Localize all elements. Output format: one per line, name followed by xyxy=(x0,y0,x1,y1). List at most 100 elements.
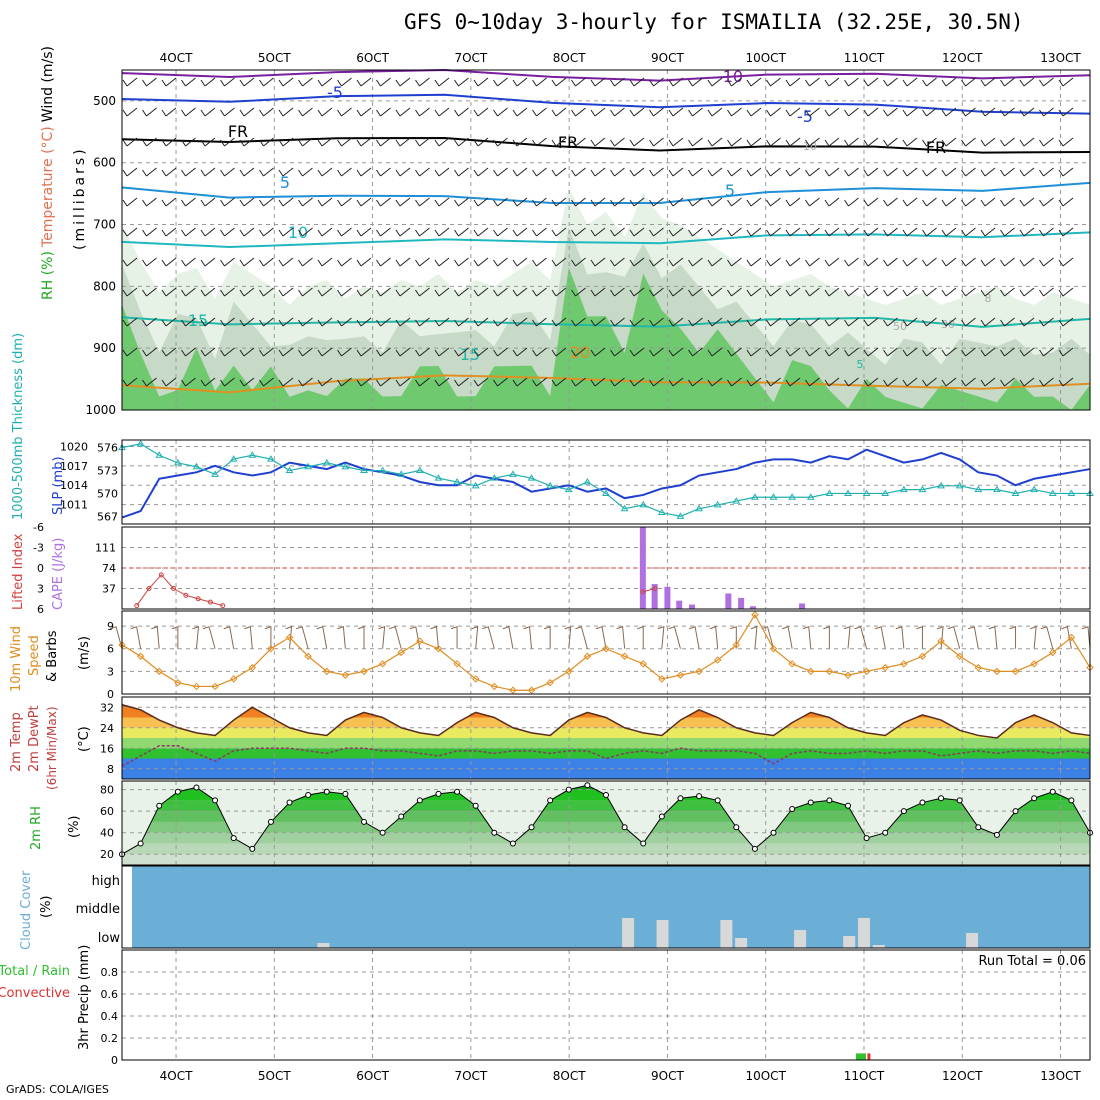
wind-barb xyxy=(395,107,411,117)
cape-bar xyxy=(749,606,756,609)
precip-tick: 0 xyxy=(111,1054,118,1067)
rh-point xyxy=(454,788,461,795)
thickness-point xyxy=(1011,489,1020,496)
wind-barb xyxy=(1039,257,1054,267)
rh-point xyxy=(361,818,367,825)
wind-barb xyxy=(298,347,313,357)
wind-barb xyxy=(356,77,372,87)
wind-barb xyxy=(727,77,742,87)
wind-barb xyxy=(629,77,645,87)
wind-barb xyxy=(317,347,333,357)
thickness-point xyxy=(788,493,797,500)
wind-barb xyxy=(200,167,216,177)
surface-wind-barb xyxy=(285,626,293,649)
li-tick: -3 xyxy=(33,542,44,555)
wind-barb xyxy=(668,287,684,297)
surface-wind-barb xyxy=(295,626,309,649)
rh-point xyxy=(509,840,516,847)
slp-ylabel-right: SLP (mb) xyxy=(51,456,66,515)
wind-barb xyxy=(317,137,333,147)
temp-ylabel: 2m Temp xyxy=(9,712,24,772)
wind-barb xyxy=(980,317,996,327)
surface-wind-barb xyxy=(936,626,944,649)
rh-point xyxy=(621,824,628,831)
wind-barb xyxy=(805,167,820,177)
surface-wind-barb xyxy=(409,626,421,649)
wind-barb xyxy=(1058,287,1074,297)
wind-speed-point xyxy=(1049,648,1057,657)
wind-barb xyxy=(181,227,196,237)
wind-barb xyxy=(220,347,235,357)
rh-band xyxy=(122,832,1090,844)
wind-barb xyxy=(278,107,294,117)
wind-barb xyxy=(824,317,840,327)
x-tick-bottom: 4OCT xyxy=(160,1069,193,1083)
wind-barb xyxy=(142,317,157,327)
wind-speed-point xyxy=(769,645,778,653)
thickness-point xyxy=(732,497,741,504)
wind-barb xyxy=(688,257,703,267)
wind-barb xyxy=(376,107,391,117)
wind-barb xyxy=(610,227,625,237)
wind-barb xyxy=(707,287,723,297)
precip-bar xyxy=(867,1053,871,1060)
thickness-point xyxy=(583,478,592,485)
thickness-point xyxy=(527,474,536,481)
wind-barb xyxy=(220,77,235,87)
wind-barb xyxy=(961,317,976,327)
rh-tick: 40 xyxy=(100,827,114,840)
wind-barb xyxy=(727,167,742,177)
rh-tick: 80 xyxy=(100,784,114,797)
wind-barb xyxy=(1019,317,1035,327)
wind-barb xyxy=(805,137,820,147)
temp-tick: 32 xyxy=(100,701,114,714)
wind-barb xyxy=(473,317,489,327)
wind-barb xyxy=(727,227,742,237)
rh-point xyxy=(584,782,591,789)
wind-barb xyxy=(493,197,508,207)
wind-barb xyxy=(376,287,391,297)
thickness-point xyxy=(285,466,294,474)
rh-band xyxy=(122,821,1090,833)
wind-barb xyxy=(824,227,840,237)
wind-speed-point xyxy=(620,652,629,660)
wind-barb xyxy=(356,287,372,297)
surface-wind-barb xyxy=(523,626,533,649)
panel-frame-temp xyxy=(121,696,1091,780)
wind-barb xyxy=(863,377,879,387)
wind-barb xyxy=(727,377,742,387)
wind-barb xyxy=(259,257,274,267)
wind-barb xyxy=(688,107,703,117)
wind-barb xyxy=(610,347,625,357)
wind-barb xyxy=(395,347,411,357)
wind-barb xyxy=(259,107,274,117)
wind-barb xyxy=(668,377,684,387)
wind-barb xyxy=(454,197,469,207)
wind-barb xyxy=(473,197,489,207)
wind-speed-point xyxy=(825,667,834,676)
wind-barb xyxy=(1000,317,1015,327)
pressure-tick: 700 xyxy=(93,218,116,232)
wind-barb xyxy=(259,77,274,87)
wind-barb xyxy=(863,197,879,207)
wind-barb xyxy=(337,317,352,327)
wind-barb xyxy=(239,107,255,117)
wind-barb xyxy=(161,77,177,87)
wind-barb xyxy=(922,197,937,207)
wind-barb xyxy=(668,167,684,177)
wind-speed-point xyxy=(658,675,666,683)
wind-barb xyxy=(551,137,567,147)
low-cloud-bar xyxy=(794,930,807,948)
wind-barb xyxy=(1058,167,1074,177)
wind-barb xyxy=(863,167,879,177)
wind-barb xyxy=(454,77,469,87)
wind-barb xyxy=(220,167,235,177)
wind-barb xyxy=(805,227,820,237)
wind-barb xyxy=(902,257,918,267)
wind-speed-point xyxy=(341,671,350,679)
x-tick-top: 6OCT xyxy=(356,51,389,65)
wind-barb xyxy=(1058,137,1074,147)
rh-point xyxy=(528,824,535,831)
wind-barb xyxy=(1000,77,1015,87)
wind-barb xyxy=(941,227,957,237)
